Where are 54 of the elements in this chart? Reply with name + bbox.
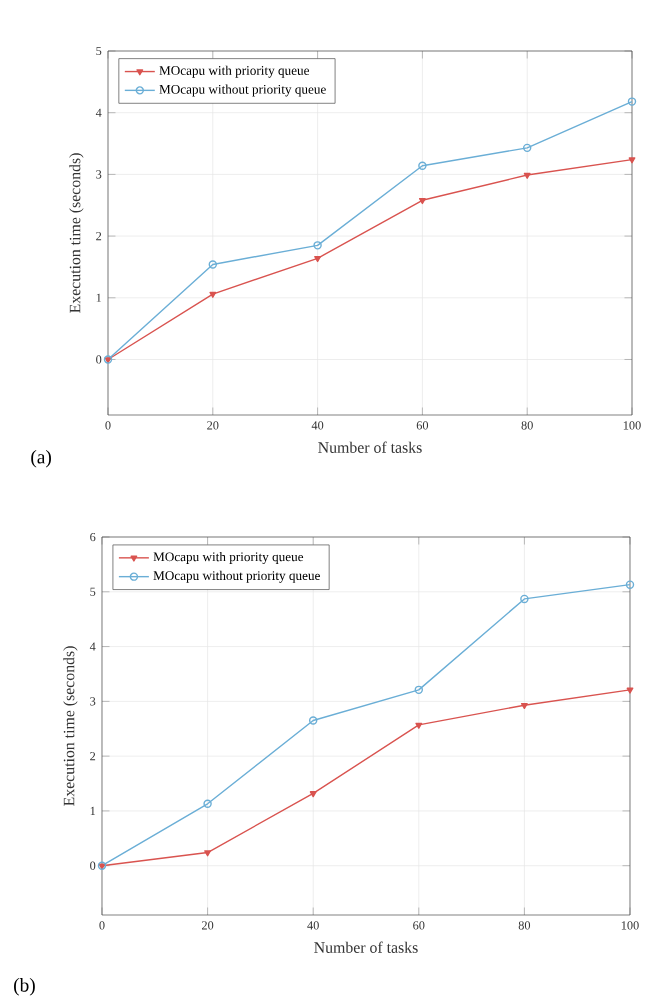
y-tick-label: 0 [96,355,102,364]
legend-label: MOcapu with priority queue [153,551,304,564]
point [308,716,318,725]
x-tick-label: 80 [518,921,531,930]
y-tick-label: 4 [89,642,96,651]
y-tick-label: 1 [96,293,102,302]
point [203,799,212,809]
x-tick-label: 40 [311,421,324,430]
y-axis-title: Execution time (seconds) [69,153,84,313]
x-tick-label: 100 [621,921,639,930]
x-tick-label: 0 [105,421,111,430]
y-tick-label: 2 [90,752,96,761]
x-tick-label: 60 [416,421,429,430]
x-tick-label: 20 [207,421,219,430]
point [208,260,218,269]
point [418,161,427,170]
point [414,685,424,695]
point [626,687,634,694]
y-tick-label: 5 [96,46,102,56]
point [204,850,212,857]
point [314,256,322,263]
y-tick-label: 6 [90,532,96,542]
point [209,291,217,298]
y-tick-label: 0 [90,861,96,870]
x-tick-label: 20 [202,921,214,930]
point [418,198,426,205]
x-tick-label: 80 [521,421,533,430]
y-tick-label: 3 [96,170,102,179]
point [628,157,636,164]
point [625,580,635,589]
point [522,143,532,153]
x-axis-title: Number of tasks [318,441,422,453]
text: (b) [14,978,35,996]
point [313,241,322,250]
y-tick-label: 3 [90,697,96,706]
x-tick-label: 60 [413,921,425,930]
text: (a) [31,449,51,468]
point [309,791,317,798]
legend-label: MOcapu without priority queue [153,570,320,583]
x-tick-label: 100 [623,421,641,430]
x-axis-title: Number of tasks [314,941,418,953]
legend-label: MOcapu without priority queue [159,84,326,97]
y-tick-label: 1 [90,806,96,815]
point [627,97,637,106]
point [520,594,529,604]
point [415,722,423,729]
y-tick-label: 5 [90,587,96,596]
y-tick-label: 4 [95,108,102,117]
y-axis-title: Execution time (seconds) [63,646,78,806]
point [520,702,528,710]
y-tick-label: 2 [96,232,102,241]
legend-label: MOcapu with priority queue [159,65,310,78]
x-tick-label: 40 [307,921,319,930]
point [523,172,531,179]
